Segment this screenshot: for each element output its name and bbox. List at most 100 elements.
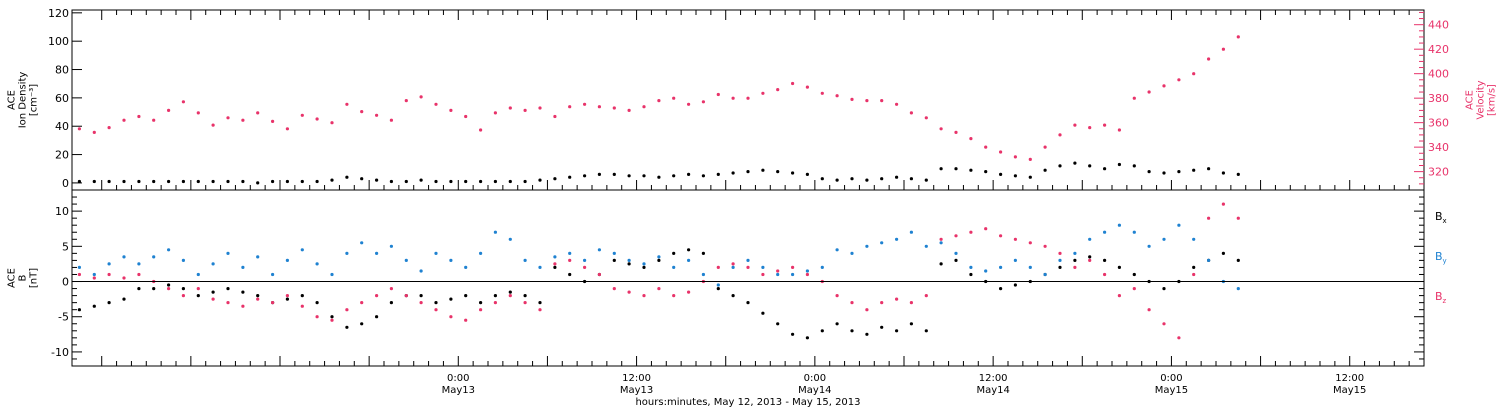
b-y-point-15 — [300, 248, 304, 252]
bottom-panel-data-points — [77, 202, 1240, 340]
b-z-point-40 — [672, 294, 676, 298]
velocity-point-59 — [954, 130, 958, 134]
velocity-point-20 — [375, 113, 379, 117]
b-y-point-60 — [969, 265, 973, 269]
b-x-point-68 — [1088, 255, 1092, 259]
b-y-point-76 — [1207, 258, 1211, 262]
velocity-point-21 — [389, 118, 393, 122]
b-x-point-19 — [360, 322, 364, 326]
b-x-point-21 — [389, 301, 393, 305]
b-y-point-22 — [404, 258, 408, 262]
b-z-point-52 — [850, 301, 854, 305]
b-z-point-11 — [241, 304, 245, 308]
b-y-point-34 — [583, 258, 587, 262]
density-point-38 — [642, 174, 646, 178]
density-point-23 — [419, 178, 423, 182]
b-z-point-4 — [137, 272, 141, 277]
velocity-point-24 — [434, 102, 438, 106]
density-point-51 — [835, 178, 839, 182]
field-legend: Bx By Bz — [1435, 210, 1447, 305]
time-tick-label: 12:00 — [622, 373, 651, 384]
b-x-point-32 — [553, 265, 557, 269]
velocity-tick-label: 320 — [1428, 166, 1449, 179]
velocity-point-26 — [464, 114, 468, 119]
b-y-point-9 — [211, 262, 215, 266]
b-x-point-75 — [1192, 265, 1196, 269]
b-z-point-6 — [167, 287, 171, 291]
density-tick-label: 60 — [55, 92, 69, 105]
b-y-point-42 — [701, 272, 706, 277]
velocity-axis-label-line-2: [km/s] — [1487, 84, 1498, 116]
b-z-point-34 — [583, 265, 587, 269]
velocity-point-77 — [1221, 47, 1225, 51]
b-z-point-37 — [627, 290, 631, 294]
b-y-point-36 — [612, 251, 616, 255]
b-x-point-66 — [1058, 265, 1062, 269]
density-point-75 — [1192, 168, 1196, 172]
density-point-45 — [746, 170, 750, 174]
b-x-point-67 — [1073, 258, 1077, 262]
b-z-point-23 — [419, 301, 423, 305]
density-point-32 — [553, 177, 557, 181]
b-z-point-59 — [954, 234, 958, 238]
velocity-point-67 — [1073, 123, 1077, 127]
velocity-point-8 — [196, 111, 200, 115]
velocity-point-38 — [642, 105, 646, 109]
b-y-point-0 — [77, 265, 81, 269]
density-axis-label: ACE Ion Density [cm⁻³] — [7, 72, 40, 129]
b-y-point-27 — [479, 251, 483, 255]
density-tick-label: 80 — [55, 64, 69, 77]
velocity-point-52 — [850, 97, 854, 101]
time-tick-label: 0:00 — [447, 373, 469, 384]
b-y-point-39 — [657, 255, 661, 259]
density-point-57 — [924, 178, 928, 182]
b-z-point-48 — [791, 265, 795, 269]
field-tick-label: 5 — [62, 240, 69, 253]
b-x-point-37 — [627, 262, 631, 266]
b-x-point-17 — [330, 315, 334, 319]
field-axis-label: ACE B [nT] — [7, 268, 40, 288]
time-axis-caption: hours:minutes, May 12, 2013 - May 15, 20… — [635, 397, 860, 408]
density-axis-label-line-1: Ion Density — [18, 72, 29, 129]
field-tick-label: 0 — [62, 276, 69, 289]
velocity-point-34 — [583, 102, 587, 106]
b-z-point-63 — [1013, 237, 1018, 241]
velocity-tick-label: 380 — [1428, 92, 1449, 105]
b-x-point-78 — [1236, 258, 1240, 262]
b-y-point-57 — [924, 244, 928, 248]
b-y-point-12 — [256, 255, 260, 259]
b-z-point-75 — [1192, 272, 1196, 277]
velocity-point-6 — [167, 108, 171, 112]
velocity-point-62 — [999, 150, 1003, 154]
density-tick-label: 20 — [55, 149, 69, 162]
density-point-6 — [167, 179, 171, 184]
velocity-point-48 — [791, 81, 795, 86]
density-point-7 — [181, 179, 185, 184]
field-axis-label-line-0: ACE — [7, 268, 18, 288]
b-x-point-5 — [152, 287, 156, 291]
density-point-76 — [1207, 167, 1211, 171]
density-point-74 — [1177, 170, 1181, 174]
b-y-point-73 — [1162, 237, 1166, 241]
b-x-point-11 — [241, 290, 245, 294]
velocity-point-58 — [939, 127, 943, 131]
velocity-point-0 — [77, 127, 81, 131]
b-y-point-19 — [360, 241, 364, 245]
bottom-panel-frame — [71, 189, 1425, 367]
velocity-point-65 — [1043, 145, 1047, 149]
legend-b-x: Bx — [1435, 210, 1447, 225]
velocity-point-17 — [330, 121, 334, 125]
field-axis-label-line-2: [nT] — [29, 268, 40, 288]
b-z-point-70 — [1117, 294, 1121, 298]
b-z-point-9 — [211, 297, 215, 301]
b-z-point-46 — [761, 272, 765, 277]
density-point-42 — [701, 174, 706, 178]
b-y-point-37 — [627, 258, 631, 262]
density-point-71 — [1132, 164, 1136, 168]
density-tick-label: 40 — [55, 120, 69, 133]
b-x-point-45 — [746, 301, 750, 305]
b-y-point-16 — [315, 262, 319, 266]
velocity-point-71 — [1132, 96, 1136, 100]
b-y-point-23 — [419, 269, 423, 273]
date-tick-label: May15 — [1333, 385, 1366, 396]
